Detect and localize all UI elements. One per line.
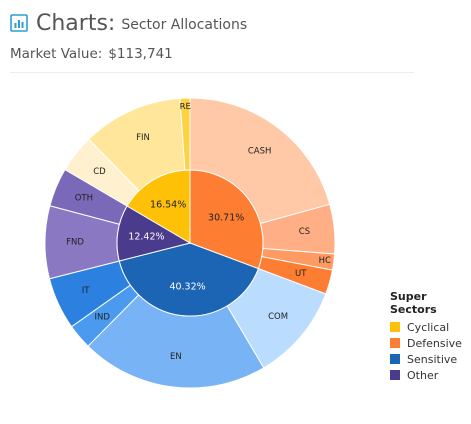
outer-label: HC xyxy=(319,256,331,266)
inner-label: 12.42% xyxy=(128,231,164,242)
page-header: Charts: Sector Allocations xyxy=(10,8,247,38)
legend-item-defensive[interactable]: Defensive xyxy=(390,335,471,351)
legend-item-label: Other xyxy=(407,368,439,382)
outer-label: UT xyxy=(295,269,307,279)
legend-item-label: Sensitive xyxy=(407,352,458,366)
market-value-row: Market Value: $113,741 xyxy=(10,46,173,62)
legend-swatch xyxy=(390,338,400,348)
outer-label: CASH xyxy=(248,146,272,156)
page-subtitle: Sector Allocations xyxy=(121,17,248,33)
inner-slice-3071[interactable] xyxy=(189,169,264,270)
app-title: Charts: xyxy=(36,10,116,36)
outer-label: OTH xyxy=(75,194,93,204)
legend-item-label: Cyclical xyxy=(407,320,450,334)
inner-label: 30.71% xyxy=(208,212,244,223)
legend-item-other[interactable]: Other xyxy=(390,367,471,383)
outer-label: RE xyxy=(179,102,191,112)
legend-item-sensitive[interactable]: Sensitive xyxy=(390,351,471,367)
outer-label: EN xyxy=(170,352,182,362)
bar-chart-icon xyxy=(10,14,28,32)
outer-label: CD xyxy=(93,167,106,177)
market-value: $113,741 xyxy=(108,46,173,62)
inner-label: 16.54% xyxy=(150,199,186,210)
outer-label: CS xyxy=(299,227,310,237)
inner-slice-1242[interactable] xyxy=(116,205,192,262)
legend-title: Super Sectors xyxy=(390,290,437,316)
outer-label: IT xyxy=(82,286,91,296)
outer-label: COM xyxy=(268,312,288,322)
legend-item-cyclical[interactable]: Cyclical xyxy=(390,319,471,335)
legend-swatch xyxy=(390,322,400,332)
inner-label: 40.32% xyxy=(169,281,205,292)
chart-legend: Super Sectors Cyclical Defensive Sensiti… xyxy=(390,290,471,383)
legend-item-label: Defensive xyxy=(407,336,462,350)
outer-label: IND xyxy=(95,312,111,322)
header-divider xyxy=(10,72,414,73)
inner-slice-1654[interactable] xyxy=(126,169,191,244)
legend-swatch xyxy=(390,354,400,364)
outer-label: FIN xyxy=(136,133,150,143)
market-value-label: Market Value: xyxy=(10,46,103,62)
outer-label: FND xyxy=(66,237,84,247)
legend-swatch xyxy=(390,370,400,380)
inner-slice-4032[interactable] xyxy=(118,242,259,317)
